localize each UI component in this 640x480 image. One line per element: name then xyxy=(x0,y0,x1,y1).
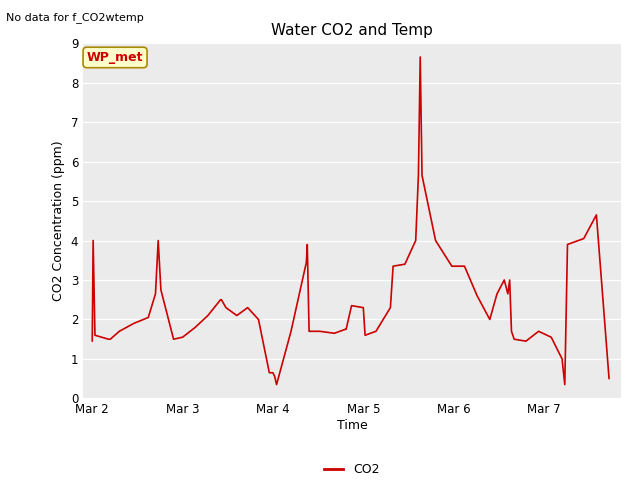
Title: Water CO2 and Temp: Water CO2 and Temp xyxy=(271,23,433,38)
X-axis label: Time: Time xyxy=(337,419,367,432)
Text: No data for f_CO2wtemp: No data for f_CO2wtemp xyxy=(6,12,144,23)
Legend: CO2: CO2 xyxy=(319,458,385,480)
Y-axis label: CO2 Concentration (ppm): CO2 Concentration (ppm) xyxy=(52,141,65,301)
Text: WP_met: WP_met xyxy=(87,51,143,64)
